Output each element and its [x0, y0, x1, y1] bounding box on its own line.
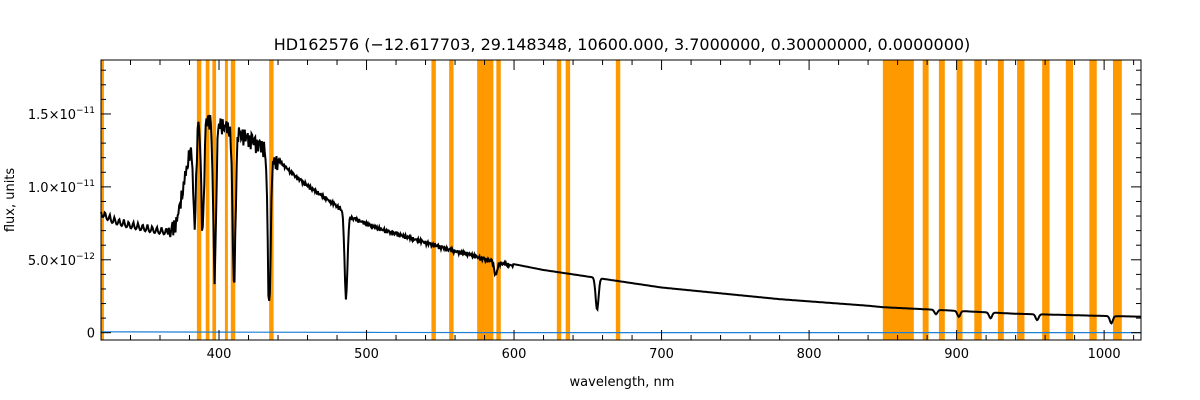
- x-tick-label: 700: [649, 347, 674, 362]
- x-tick-label: 900: [944, 347, 969, 362]
- x-tick-label: 400: [207, 347, 232, 362]
- masked-region-23: [1089, 60, 1097, 340]
- x-axis: 400 500 600 700 800 900 1000: [100, 60, 1135, 362]
- x-tick-label: 500: [354, 347, 379, 362]
- x-tick-label: 1000: [1088, 347, 1121, 362]
- x-axis-label: wavelength, nm: [570, 375, 675, 390]
- masked-region-10: [496, 60, 501, 340]
- series-line-0: [100, 114, 1141, 325]
- masked-region-11: [556, 60, 562, 340]
- masked-region-18: [974, 60, 982, 340]
- masked-region-8: [449, 60, 454, 340]
- y-tick-label: 1.5×10−11: [28, 106, 95, 123]
- masked-region-24: [1112, 60, 1122, 340]
- masked-region-20: [1017, 60, 1025, 340]
- masked-region-17: [956, 60, 963, 340]
- masked-region-4: [224, 60, 228, 340]
- masked-region-9: [477, 60, 494, 340]
- masked-region-0: [101, 60, 104, 340]
- masked-region-13: [615, 60, 621, 340]
- masked-region-3: [212, 60, 217, 340]
- masked-region-19: [997, 60, 1004, 340]
- masked-region-7: [431, 60, 436, 340]
- masked-region-12: [565, 60, 571, 340]
- masked-region-1: [196, 60, 202, 340]
- series-lines: [100, 114, 1141, 334]
- series-line-1: [100, 331, 1141, 334]
- chart-title: HD162576 (−12.617703, 29.148348, 10600.0…: [274, 35, 971, 54]
- y-tick-label: 5.0×10−12: [28, 252, 95, 269]
- y-axis-label: flux, units: [3, 168, 18, 233]
- masked-region-2: [205, 60, 210, 340]
- y-axis: 0 5.0×10−12 1.0×10−11 1.5×10−11: [28, 69, 1141, 342]
- plot-frame: [100, 59, 1142, 341]
- masked-region-22: [1065, 60, 1074, 340]
- x-tick-label: 800: [797, 347, 822, 362]
- masked-regions: [101, 60, 1122, 340]
- x-tick-label: 600: [502, 347, 527, 362]
- masked-region-14: [882, 60, 914, 340]
- y-tick-label: 0: [87, 327, 95, 342]
- masked-region-16: [938, 60, 945, 340]
- masked-region-15: [922, 60, 929, 340]
- masked-region-21: [1042, 60, 1050, 340]
- y-tick-label: 1.0×10−11: [28, 179, 95, 196]
